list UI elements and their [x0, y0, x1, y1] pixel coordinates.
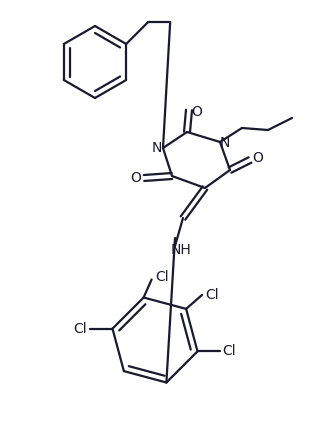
Text: O: O: [253, 151, 264, 165]
Text: O: O: [131, 171, 141, 185]
Text: Cl: Cl: [155, 270, 168, 285]
Text: N: N: [220, 136, 230, 150]
Text: Cl: Cl: [205, 288, 219, 302]
Text: Cl: Cl: [74, 321, 87, 336]
Text: O: O: [191, 105, 202, 119]
Text: Cl: Cl: [223, 345, 236, 358]
Text: N: N: [152, 141, 162, 155]
Text: NH: NH: [171, 243, 191, 257]
